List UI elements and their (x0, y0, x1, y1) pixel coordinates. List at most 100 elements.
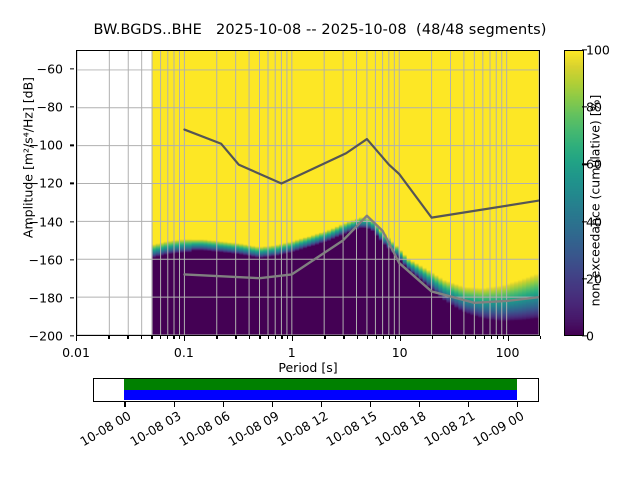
x-tick-mark-minor (367, 336, 369, 339)
y-tick-label: −100 (28, 137, 63, 153)
y-tick-label: −180 (28, 290, 63, 306)
y-tick-mark (70, 144, 74, 146)
y-tick-mark (70, 335, 74, 337)
x-tick-mark-minor (127, 336, 129, 339)
x-tick-mark-major (507, 336, 509, 341)
x-tick-mark-minor (490, 336, 493, 339)
colorbar-tick-mark (582, 335, 587, 337)
x-tick-mark-minor (178, 336, 181, 339)
x-tick-mark-minor (343, 336, 345, 339)
timeline-tick-mark (320, 402, 322, 407)
x-tick-mark-minor (464, 336, 466, 339)
x-tick-mark-minor (259, 336, 261, 339)
x-tick-mark-minor (151, 336, 153, 339)
colorbar-tick-label: 20 (586, 271, 602, 287)
y-axis-label: Amplitude [m²/s⁴/Hz] [dB] (21, 8, 36, 308)
timeline-tick-mark (124, 402, 126, 407)
x-tick-mark-major (291, 336, 294, 341)
x-tick-mark-minor (375, 336, 377, 339)
y-tick-label: −160 (28, 252, 63, 268)
y-axis-label-text: Amplitude [m²/s⁴/Hz] [dB] (20, 76, 36, 239)
x-tick-mark-minor (382, 336, 385, 339)
timeline-tick-mark (173, 402, 175, 407)
colorbar-tick-label: 0 (586, 328, 594, 344)
y-tick-label: −80 (36, 99, 63, 115)
x-tick-mark-minor (173, 336, 175, 339)
x-tick-mark-minor (281, 336, 283, 339)
x-tick-label: 0.01 (62, 345, 90, 360)
timeline-strip[interactable] (93, 378, 539, 402)
ppsd-plot-area (76, 50, 540, 336)
colorbar-tick-label: 80 (586, 99, 602, 115)
colorbar-tick-label: 60 (586, 156, 602, 172)
x-tick-mark-minor (356, 336, 358, 339)
colorbar-tick-mark (582, 278, 587, 280)
colorbar-tick-label: 40 (586, 214, 602, 230)
x-tick-label: 0.1 (173, 345, 194, 360)
colorbar-ticks: 0 20 40 60 80 100 (564, 43, 640, 344)
y-tick-label: −140 (28, 214, 63, 230)
plot-clip (77, 51, 539, 335)
timeline-tick-mark (271, 402, 273, 407)
y-tick-mark (70, 68, 74, 70)
x-tick-mark-major (76, 336, 78, 341)
x-tick-mark-major (183, 336, 186, 341)
x-tick-label: 100 (495, 345, 520, 360)
y-tick-label: −200 (28, 328, 63, 344)
x-tick-mark-minor (451, 336, 453, 339)
colorbar-tick-mark (582, 106, 587, 108)
colorbar-tick-mark (582, 49, 587, 51)
x-tick-mark-minor (497, 336, 499, 339)
x-tick-mark-minor (432, 336, 434, 339)
data-availability-bar (124, 379, 517, 390)
x-tick-label: 1 (287, 345, 296, 360)
timeline-ticks (93, 402, 539, 410)
x-tick-mark-minor (167, 336, 169, 339)
x-tick-mark-minor (286, 336, 289, 339)
y-tick-mark (70, 182, 74, 185)
y-tick-label: −60 (36, 61, 63, 77)
colorbar-label: non-exceedance (cumulative) [%] (587, 94, 603, 307)
x-tick-mark-minor (267, 336, 270, 339)
colorbar-tick-mark (582, 220, 587, 223)
y-tick-mark (70, 106, 74, 108)
x-tick-mark-minor (108, 336, 110, 339)
x-tick-mark-minor (389, 336, 391, 339)
page-title: BW.BGDS..BHE 2025-10-08 -- 2025-10-08 (4… (93, 22, 547, 38)
x-tick-mark-minor (394, 336, 396, 339)
x-tick-mark-minor (235, 336, 237, 339)
y-tick-label: −120 (28, 175, 63, 191)
x-tick-mark-minor (475, 336, 477, 339)
colorbar-tick-mark (582, 163, 587, 166)
y-axis: −60 −80 −100 −120 −140 −160 −180 −200 (0, 50, 74, 344)
x-axis: 0.01 0.1 1 10 100 (62, 336, 542, 366)
x-tick-mark-minor (140, 336, 143, 339)
timeline-tick-mark (418, 402, 421, 407)
colorbar-gradient (565, 51, 583, 335)
x-tick-label: 10 (391, 345, 408, 360)
x-tick-mark-minor (159, 336, 162, 339)
x-tick-mark-major (399, 336, 401, 341)
y-tick-mark (70, 259, 74, 261)
x-tick-mark-minor (248, 336, 251, 339)
timeline-tick-mark (516, 402, 519, 407)
timeline-tick-mark (222, 402, 224, 407)
timeline-tick-mark (467, 402, 470, 407)
x-tick-mark-minor (275, 336, 277, 339)
x-tick-mark-minor (324, 336, 326, 339)
x-axis-label: Period [s] (278, 360, 338, 375)
noise-model-lines (183, 128, 539, 305)
y-tick-mark (70, 297, 74, 299)
x-tick-mark-minor (216, 336, 218, 339)
segments-bar (124, 389, 517, 401)
x-tick-mark-minor (483, 336, 485, 339)
colorbar (564, 50, 584, 336)
colorbar-tick-label: 100 (586, 42, 610, 58)
timeline-tick-mark (369, 402, 371, 407)
ppsd-histogram (77, 51, 539, 335)
x-tick-mark-minor (502, 336, 504, 339)
grid-lines (77, 51, 539, 335)
timeline-date-labels: 10-08 00 10-08 03 10-08 06 10-08 09 10-08 12… (0, 404, 640, 480)
y-tick-mark (70, 220, 74, 223)
x-tick-mark-minor (540, 336, 542, 339)
